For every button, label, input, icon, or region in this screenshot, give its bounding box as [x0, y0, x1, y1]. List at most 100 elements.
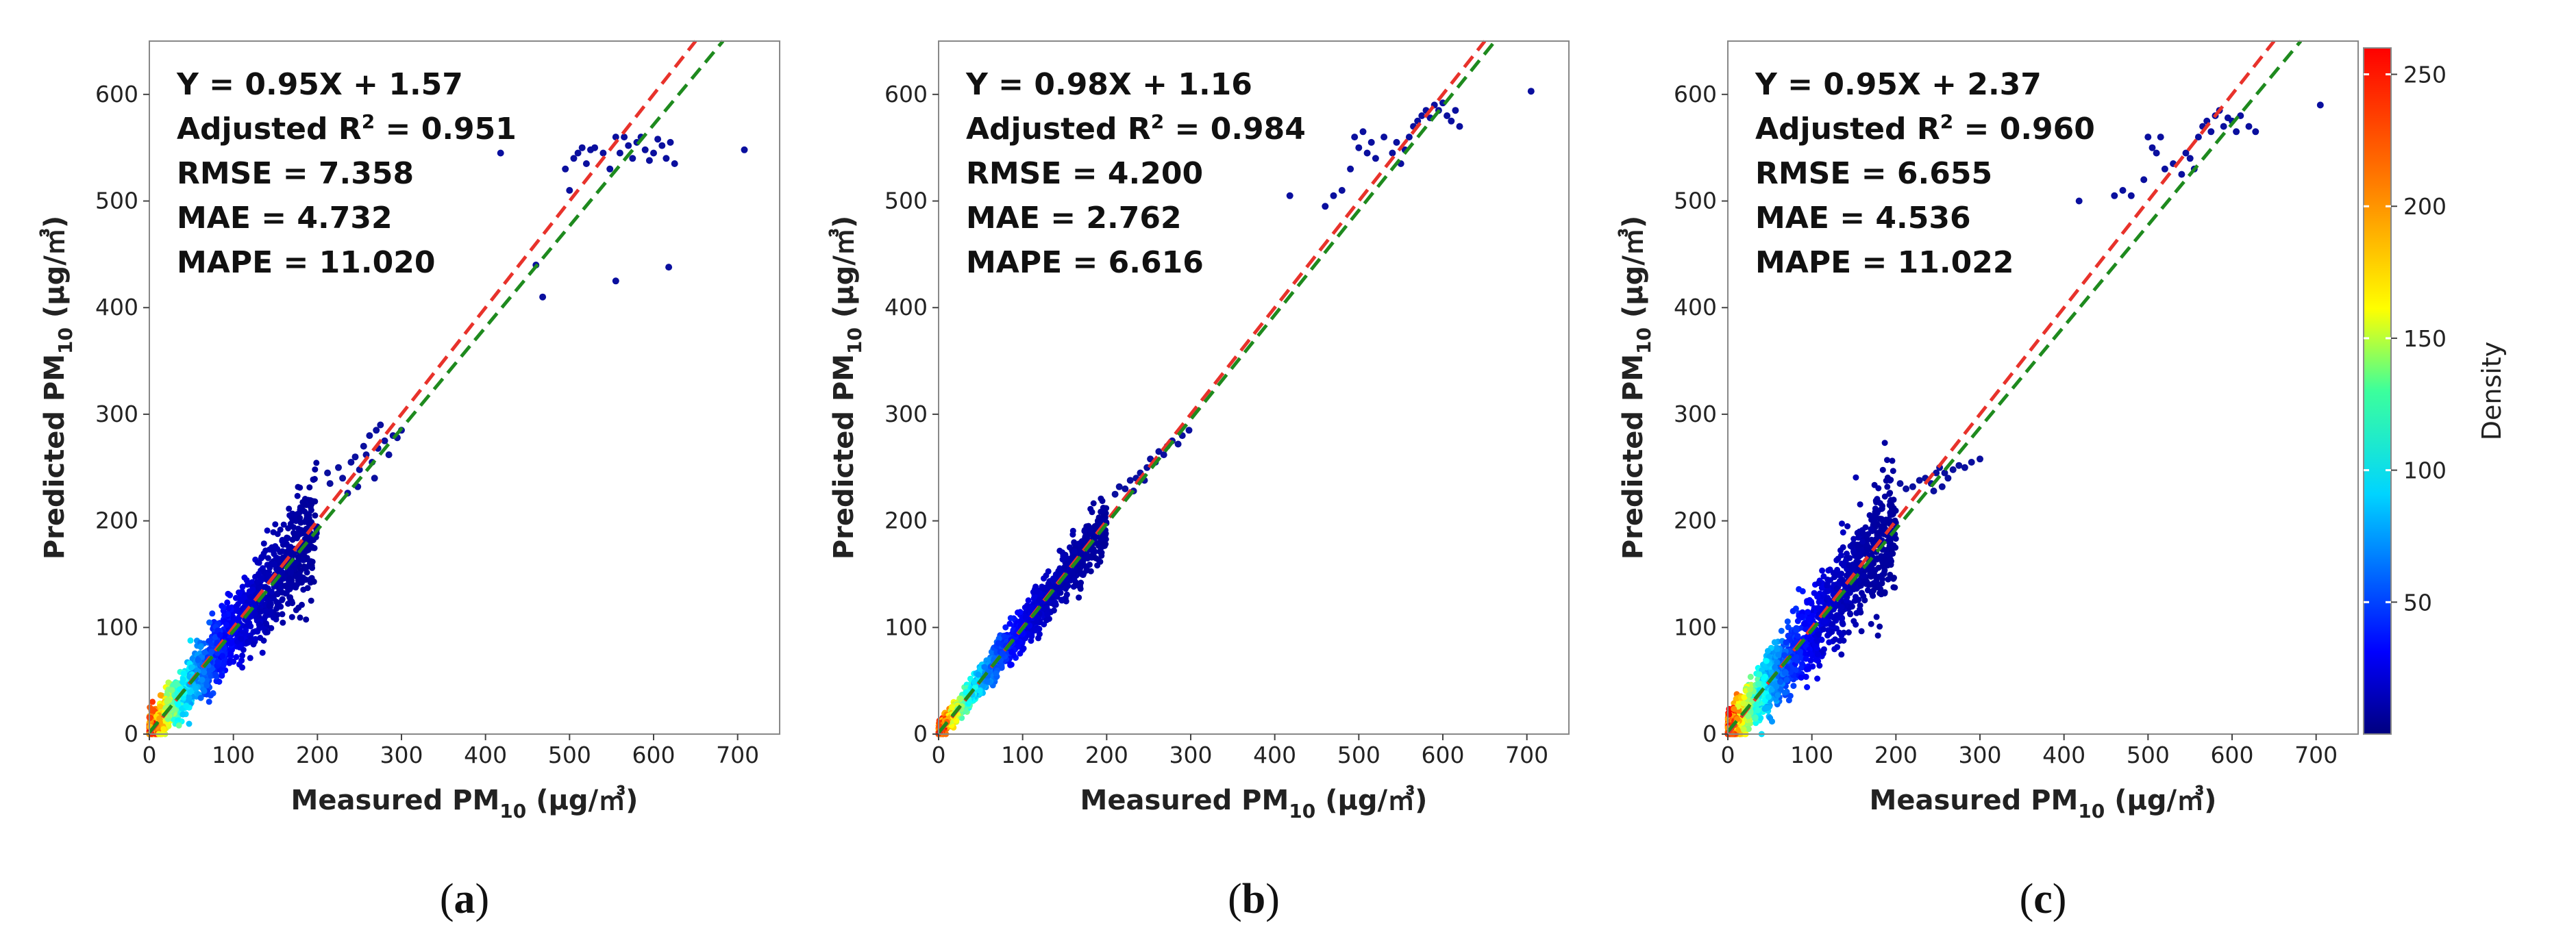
data-point	[1037, 596, 1043, 603]
y-tick-label: 600	[884, 81, 928, 108]
data-point	[335, 464, 342, 471]
data-point	[243, 577, 250, 583]
data-point	[1155, 448, 1163, 455]
data-point	[356, 466, 363, 473]
data-point	[1824, 632, 1831, 639]
outlier-point	[578, 144, 586, 151]
data-point	[1090, 500, 1097, 507]
data-point	[212, 671, 219, 678]
data-point	[221, 631, 228, 638]
axis-ticks: 0 100 200 300 400 500 600 700010020030040050060…	[95, 81, 759, 768]
data-point	[963, 689, 969, 696]
data-point	[299, 499, 306, 505]
data-point	[1855, 534, 1861, 541]
data-point	[267, 608, 274, 615]
data-point	[1747, 673, 1754, 680]
data-point	[209, 610, 216, 617]
data-point	[216, 631, 223, 638]
outlier-point	[658, 142, 666, 149]
data-point	[170, 682, 177, 689]
x-tick-label: 200	[296, 742, 339, 768]
data-point	[1769, 718, 1775, 725]
data-point	[312, 512, 319, 519]
data-point	[1077, 585, 1084, 592]
outlier-point	[599, 149, 607, 157]
y-tick-label: 400	[884, 294, 928, 320]
data-point	[1844, 551, 1850, 557]
data-point	[1098, 552, 1105, 559]
data-point	[1840, 529, 1846, 536]
data-point	[1087, 568, 1094, 575]
outlier-point	[1363, 149, 1371, 157]
x-axis-label: Measured PM10 (μg/㎥)	[291, 785, 639, 822]
data-point	[195, 657, 201, 664]
data-point	[232, 616, 239, 623]
data-point	[1007, 662, 1014, 668]
data-point	[1877, 623, 1883, 630]
data-point	[293, 607, 299, 614]
data-point	[1101, 540, 1108, 547]
data-point	[258, 608, 264, 615]
data-point	[303, 616, 310, 623]
data-point	[1039, 583, 1045, 590]
data-point	[275, 557, 282, 564]
data-point	[385, 451, 393, 459]
data-point	[206, 698, 212, 705]
panel-label-b: (b)	[1228, 876, 1280, 922]
data-point	[312, 466, 319, 473]
outlier-point	[1389, 149, 1396, 157]
data-point	[1790, 683, 1797, 690]
data-point	[310, 476, 317, 483]
data-point	[171, 705, 178, 712]
data-point	[220, 604, 227, 611]
data-point	[1032, 583, 1039, 590]
data-point	[180, 670, 187, 677]
data-point	[247, 655, 253, 662]
data-point	[1839, 520, 1845, 527]
data-point	[1834, 566, 1841, 573]
data-point	[203, 682, 210, 689]
data-point	[201, 669, 208, 676]
outlier-point	[1444, 112, 1451, 119]
data-point	[1017, 650, 1024, 657]
data-point	[995, 640, 1002, 646]
data-point	[1890, 542, 1897, 549]
outlier-point	[645, 157, 653, 164]
y-axis-label: Predicted PM10 (μg/㎥)	[39, 216, 77, 559]
adjusted-r2: Adjusted R2 = 0.984	[966, 110, 1306, 147]
data-point	[1094, 562, 1101, 569]
data-point	[1864, 587, 1871, 594]
data-point	[351, 453, 359, 461]
data-point	[347, 459, 355, 466]
data-point	[993, 670, 1000, 677]
data-point	[1086, 562, 1093, 568]
data-point	[1091, 522, 1098, 529]
data-point	[308, 597, 314, 604]
data-point	[273, 598, 280, 605]
data-point	[269, 561, 275, 568]
data-point	[1006, 620, 1013, 627]
data-point	[1008, 648, 1015, 655]
data-point	[272, 543, 279, 550]
data-point	[1100, 507, 1106, 514]
data-point	[1890, 468, 1896, 475]
stats-annotation: Y = 0.95X + 1.57 Adjusted R2 = 0.951 RMS…	[176, 67, 517, 280]
data-point	[297, 504, 304, 511]
data-point	[245, 638, 251, 645]
data-point	[1098, 495, 1104, 502]
data-point	[219, 672, 225, 679]
y-axis-label: Predicted PM10 (μg/㎥)	[828, 216, 866, 559]
data-point	[1057, 568, 1064, 574]
data-point	[311, 544, 318, 551]
data-point	[1083, 551, 1090, 558]
data-point	[1174, 440, 1182, 448]
y-tick-label: 0	[913, 720, 928, 747]
outlier-point	[497, 149, 504, 157]
data-point	[972, 684, 978, 690]
data-point	[1063, 591, 1070, 598]
data-point	[297, 528, 304, 535]
data-point	[188, 664, 195, 671]
data-point	[1028, 638, 1035, 644]
y-tick-label: 500	[884, 188, 928, 214]
data-point	[286, 505, 293, 512]
